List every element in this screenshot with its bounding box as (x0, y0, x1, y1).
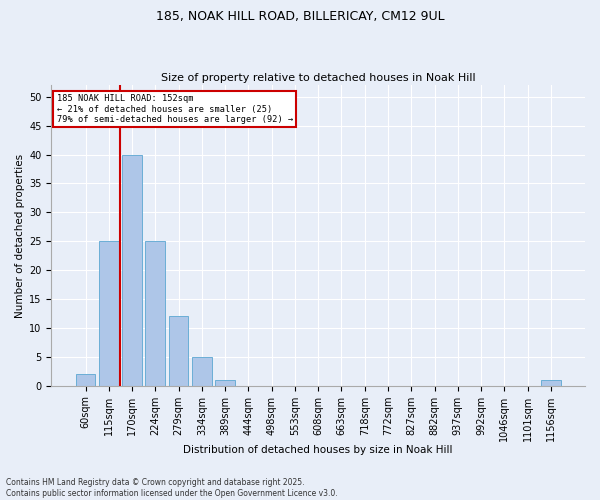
Bar (76, 374, 95, 386)
Bar (122, 154, 142, 386)
Y-axis label: Number of detached properties: Number of detached properties (15, 154, 25, 318)
Bar (541, 380, 561, 386)
Title: Size of property relative to detached houses in Noak Hill: Size of property relative to detached ho… (161, 73, 476, 83)
Bar (215, 380, 235, 386)
Bar (99, 241, 119, 386)
Bar (192, 357, 212, 386)
Text: 185 NOAK HILL ROAD: 152sqm
← 21% of detached houses are smaller (25)
79% of semi: 185 NOAK HILL ROAD: 152sqm ← 21% of deta… (57, 94, 293, 124)
X-axis label: Distribution of detached houses by size in Noak Hill: Distribution of detached houses by size … (184, 445, 453, 455)
Text: 185, NOAK HILL ROAD, BILLERICAY, CM12 9UL: 185, NOAK HILL ROAD, BILLERICAY, CM12 9U… (155, 10, 445, 23)
Bar (169, 316, 188, 386)
Bar (145, 241, 165, 386)
Text: Contains HM Land Registry data © Crown copyright and database right 2025.
Contai: Contains HM Land Registry data © Crown c… (6, 478, 338, 498)
